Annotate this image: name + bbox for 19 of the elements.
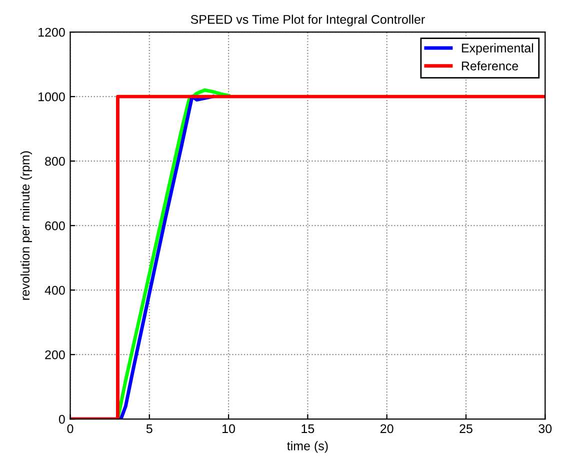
- y-tick-label: 600: [45, 221, 65, 230]
- y-tick-label: 200: [45, 350, 65, 360]
- y-tick-label: 800: [45, 156, 65, 166]
- x-tick-label: 10: [222, 424, 236, 434]
- x-tick-label: 0: [67, 424, 74, 434]
- y-tick-label: 1000: [38, 92, 65, 102]
- y-tick-label: 400: [44, 286, 65, 295]
- x-tick-label: 5: [146, 424, 152, 434]
- legend-label: Experimental: [462, 43, 534, 55]
- legend-label: Reference: [462, 61, 518, 70]
- x-axis-title: time (s): [287, 441, 328, 453]
- x-tick-label: 30: [538, 424, 552, 434]
- y-tick-label: 1200: [38, 28, 65, 37]
- y-tick-label: 0: [58, 414, 65, 424]
- chart-title: SPEED vs Time Plot for Integral Controller: [190, 14, 425, 26]
- x-tick-label: 20: [380, 424, 394, 434]
- y-axis-title: revolution per minute (rpm): [20, 151, 32, 300]
- x-tick-label: 25: [460, 424, 472, 434]
- x-tick-label: 15: [302, 424, 314, 434]
